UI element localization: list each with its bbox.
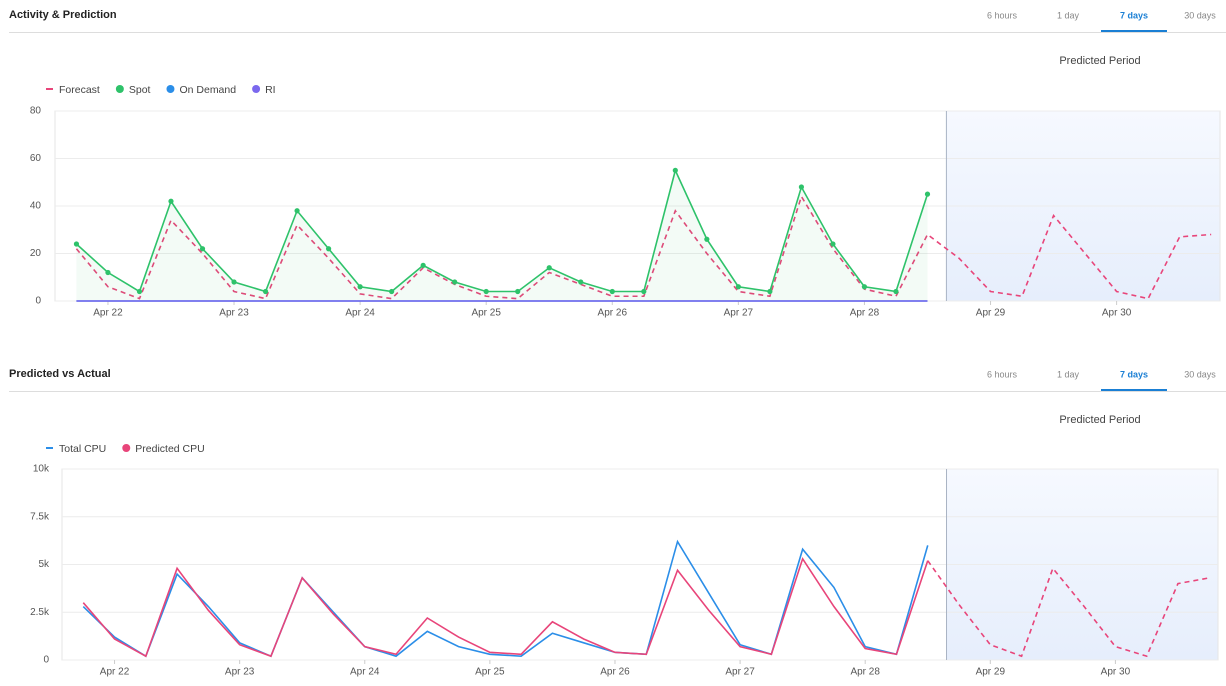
predicted-period-label: Predicted Period <box>1059 414 1140 426</box>
series-point <box>452 279 458 285</box>
y-tick-label: 80 <box>30 106 42 117</box>
series-point <box>641 288 647 295</box>
series-line-predicted <box>927 560 1210 658</box>
series-point <box>546 265 552 271</box>
x-tick-label: Apr 27 <box>724 308 754 319</box>
y-tick-label: 60 <box>30 153 42 164</box>
legend-label[interactable]: Total CPU <box>59 443 106 455</box>
series-point <box>767 288 773 295</box>
x-tick-label: Apr 30 <box>1102 308 1132 319</box>
x-tick-label: Apr 30 <box>1101 667 1131 678</box>
series-area <box>76 170 928 301</box>
series-point <box>294 208 300 214</box>
legend-symbol <box>252 85 261 93</box>
x-tick-label: Apr 29 <box>976 308 1006 319</box>
legend-label[interactable]: RI <box>265 84 276 96</box>
x-tick-label: Apr 29 <box>976 667 1006 678</box>
series-point <box>893 288 899 295</box>
series-point <box>168 198 174 204</box>
panel-title: Predicted vs Actual <box>9 368 111 380</box>
x-tick-label: Apr 23 <box>225 667 255 678</box>
x-tick-label: Apr 25 <box>471 308 501 319</box>
legend-symbol <box>115 85 124 93</box>
series-point <box>389 288 395 295</box>
series-point <box>231 279 237 285</box>
series-point <box>578 279 584 285</box>
time-range-tab[interactable]: 7 days <box>1120 10 1148 20</box>
x-tick-label: Apr 27 <box>725 667 755 678</box>
x-tick-label: Apr 26 <box>598 308 628 319</box>
y-tick-label: 0 <box>35 296 41 307</box>
series-point <box>735 284 741 290</box>
series-point <box>861 284 868 290</box>
legend-label[interactable]: Spot <box>129 84 151 96</box>
series-point <box>924 191 931 197</box>
series-point <box>199 246 206 252</box>
x-tick-label: Apr 28 <box>850 667 880 678</box>
series-point <box>798 184 805 190</box>
time-range-tab[interactable]: 30 days <box>1184 369 1216 379</box>
legend-symbol <box>122 444 131 452</box>
series-point <box>105 269 111 276</box>
series-point <box>609 288 615 295</box>
series-point <box>357 284 363 290</box>
series-line <box>82 539 929 658</box>
x-tick-label: Apr 26 <box>600 667 630 678</box>
series-point <box>515 288 521 295</box>
x-tick-label: Apr 24 <box>345 308 375 319</box>
panel-title: Activity & Prediction <box>9 9 117 21</box>
series-point <box>73 241 80 247</box>
time-range-tab[interactable]: 30 days <box>1184 10 1216 20</box>
x-tick-label: Apr 25 <box>475 667 505 678</box>
series-line <box>75 194 1212 300</box>
legend-label[interactable]: Predicted CPU <box>135 443 204 455</box>
time-range-tab[interactable]: 1 day <box>1057 10 1080 20</box>
legend-label[interactable]: Forecast <box>59 84 100 96</box>
x-tick-label: Apr 23 <box>219 308 249 319</box>
predicted-period-label: Predicted Period <box>1059 55 1140 67</box>
x-tick-label: Apr 28 <box>850 308 880 319</box>
series-point <box>136 288 143 295</box>
series-point <box>672 167 678 173</box>
y-tick-label: 20 <box>30 248 42 259</box>
time-range-tab[interactable]: 1 day <box>1057 369 1080 379</box>
x-tick-label: Apr 24 <box>350 667 380 678</box>
y-tick-label: 7.5k <box>30 511 50 522</box>
series-point <box>830 241 836 247</box>
y-tick-label: 10k <box>33 464 50 475</box>
time-range-tab[interactable]: 7 days <box>1120 369 1148 379</box>
legend-symbol <box>166 85 175 93</box>
y-tick-label: 5k <box>38 559 50 570</box>
series-line <box>82 556 929 658</box>
y-tick-label: 2.5k <box>30 607 50 618</box>
series-point <box>262 288 269 295</box>
active-tab-underline <box>1101 389 1167 391</box>
y-tick-label: 40 <box>30 201 42 212</box>
legend-label[interactable]: On Demand <box>179 84 236 96</box>
series-point <box>325 246 332 252</box>
time-range-tab[interactable]: 6 hours <box>987 10 1018 20</box>
series-point <box>420 262 426 268</box>
series-point <box>483 288 489 295</box>
x-tick-label: Apr 22 <box>100 667 130 678</box>
y-tick-label: 0 <box>43 655 49 666</box>
active-tab-underline <box>1101 30 1167 32</box>
series-point <box>704 236 710 242</box>
series-line <box>75 167 929 293</box>
time-range-tab[interactable]: 6 hours <box>987 369 1018 379</box>
x-tick-label: Apr 22 <box>93 308 123 319</box>
